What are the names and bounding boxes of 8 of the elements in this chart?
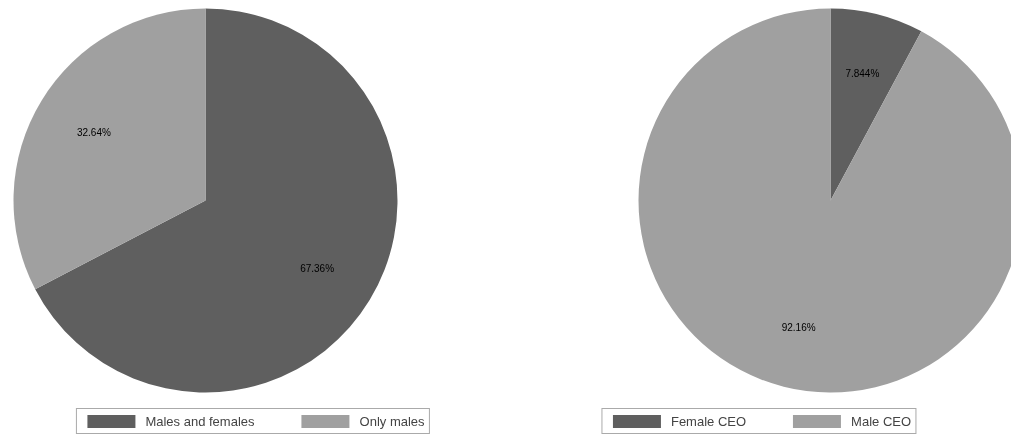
legend-label: Only males [359,413,425,429]
data-label: 7.844% [845,68,880,80]
legend-label: Male CEO [851,413,912,429]
data-label: 67.36% [300,262,335,274]
data-label: 32.64% [76,127,111,139]
legend-label: Female CEO [670,413,747,429]
legend-label: Males and females [145,413,255,429]
data-label: 92.16% [781,321,816,333]
